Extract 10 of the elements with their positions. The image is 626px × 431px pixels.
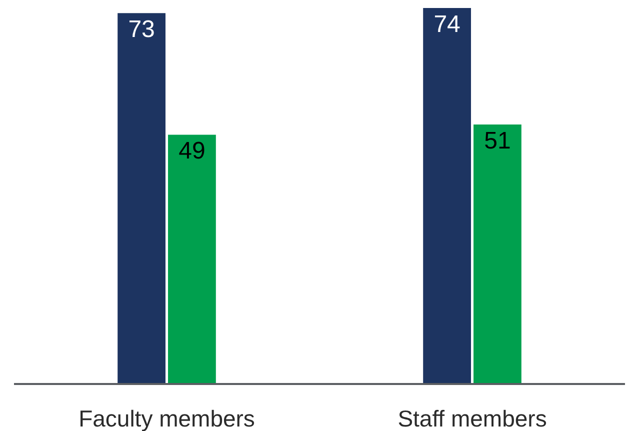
bar (474, 124, 522, 383)
bar (168, 134, 216, 383)
bar (118, 13, 166, 383)
x-tick-label: Faculty members (78, 406, 255, 431)
x-tick-label: Staff members (398, 406, 547, 431)
data-label: 74 (434, 11, 460, 38)
data-label: 49 (178, 138, 206, 165)
data-label: 51 (484, 128, 511, 155)
bar (423, 8, 471, 383)
data-label: 73 (128, 16, 155, 44)
